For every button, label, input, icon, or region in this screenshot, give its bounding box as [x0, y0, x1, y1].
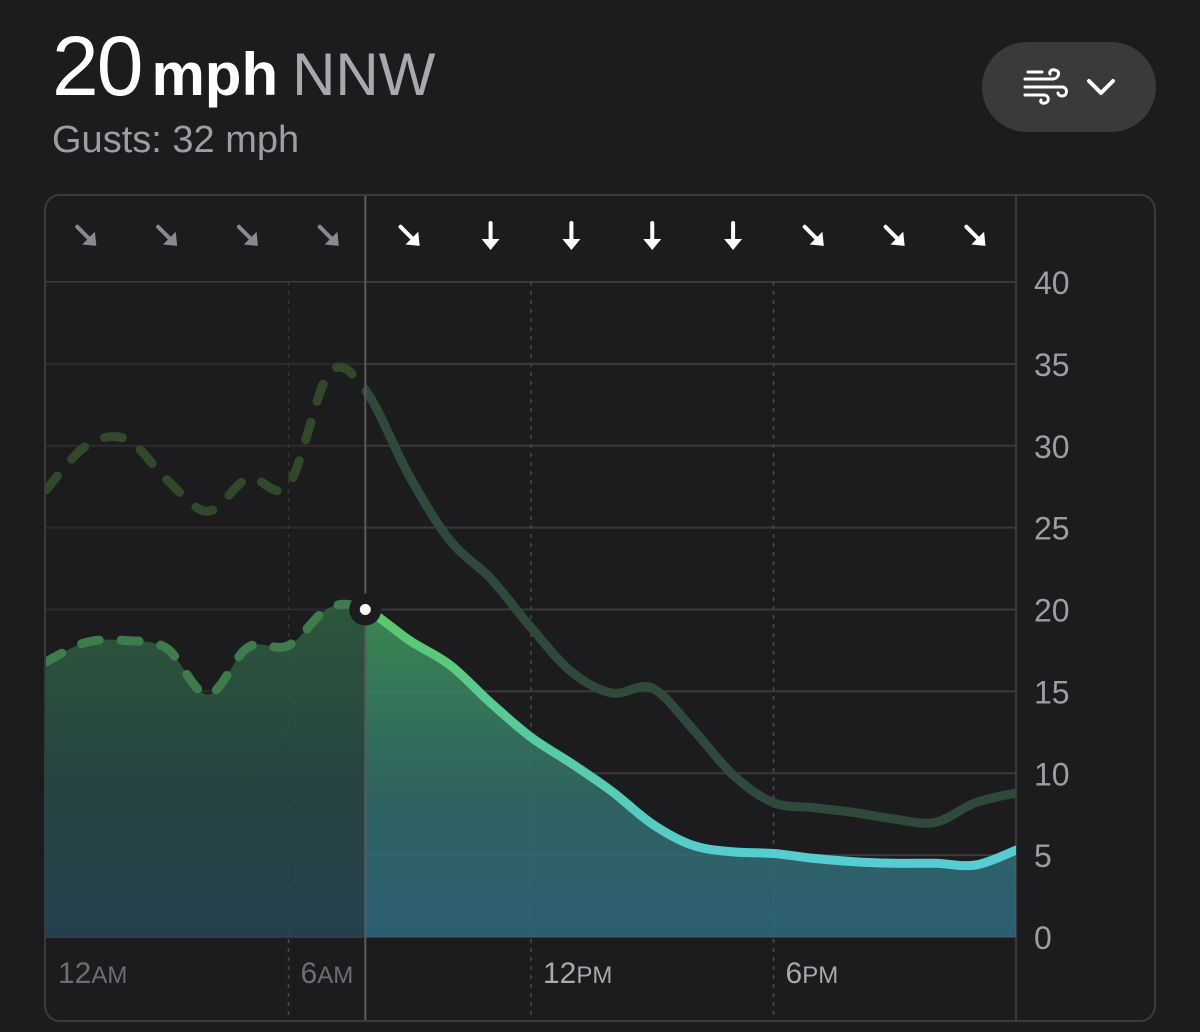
y-tick-label-5: 5	[1034, 838, 1052, 874]
direction-arrow-3	[236, 224, 258, 246]
y-tick-label-35: 35	[1034, 347, 1070, 383]
direction-arrow-6	[481, 221, 500, 250]
direction-arrow-2	[156, 224, 178, 246]
arrow-head	[163, 231, 178, 246]
y-tick-label-20: 20	[1034, 593, 1070, 629]
current-wind-line: 20 mph NNW	[52, 18, 435, 115]
x-tick-label-6AM: 6AM	[301, 957, 354, 990]
current-point-dot	[359, 604, 371, 615]
direction-arrow-10	[802, 224, 824, 246]
x-tick-number: 6	[301, 957, 318, 990]
x-tick-number: 12	[58, 957, 91, 990]
arrow-head	[971, 231, 986, 246]
chevron-down-icon	[1087, 79, 1115, 95]
x-tick-label-6PM: 6PM	[786, 957, 839, 990]
x-tick-number: 12	[543, 957, 576, 990]
direction-arrow-1	[75, 224, 97, 246]
arrow-head	[562, 239, 581, 250]
x-tick-suffix: PM	[802, 962, 838, 989]
y-tick-label-10: 10	[1034, 756, 1070, 792]
direction-arrow-5	[398, 224, 420, 246]
wind-direction-label: NNW	[292, 41, 436, 108]
wind-chart-container: 0 5 10 15 20 25 30 35 40 12AM 6AM 12PM 6PM	[44, 194, 1156, 1022]
y-tick-label-0: 0	[1034, 920, 1052, 956]
arrow-head	[324, 231, 339, 246]
wind-line-future	[365, 604, 1016, 871]
arrow-head	[405, 231, 420, 246]
arrow-head	[724, 239, 743, 250]
wind-speed-unit: mph	[151, 41, 279, 108]
arrow-head	[809, 231, 824, 246]
y-tick-label-40: 40	[1034, 265, 1070, 301]
x-tick-suffix: PM	[576, 962, 612, 989]
direction-arrow-8	[643, 221, 662, 250]
arrow-head	[643, 239, 662, 250]
arrow-head	[481, 239, 500, 250]
y-tick-label-30: 30	[1034, 429, 1070, 465]
arrow-head	[82, 231, 97, 246]
wind-icon	[1023, 68, 1068, 105]
direction-arrow-7	[562, 221, 581, 250]
direction-arrow-11	[883, 224, 905, 246]
direction-arrow-12	[964, 224, 986, 246]
wind-speed-value: 20	[52, 19, 143, 113]
past-dim-overlay	[46, 282, 366, 937]
wind-summary-header: 20 mph NNW Gusts: 32 mph	[52, 18, 435, 168]
y-tick-label-25: 25	[1034, 511, 1070, 547]
arrow-head	[890, 231, 905, 246]
gust-line-past	[46, 362, 366, 516]
x-tick-suffix: AM	[317, 962, 353, 989]
x-tick-number: 6	[786, 957, 803, 990]
x-tick-suffix: AM	[91, 962, 127, 989]
direction-arrow-4	[317, 224, 339, 246]
metric-picker-button[interactable]	[982, 42, 1156, 132]
x-tick-label-12AM: 12AM	[58, 957, 127, 990]
direction-arrow-9	[724, 221, 743, 250]
arrow-head	[243, 231, 258, 246]
y-tick-label-15: 15	[1034, 674, 1070, 710]
gust-line-future	[365, 382, 1016, 828]
x-tick-label-12PM: 12PM	[543, 957, 612, 990]
gusts-label: Gusts: 32 mph	[52, 119, 300, 161]
